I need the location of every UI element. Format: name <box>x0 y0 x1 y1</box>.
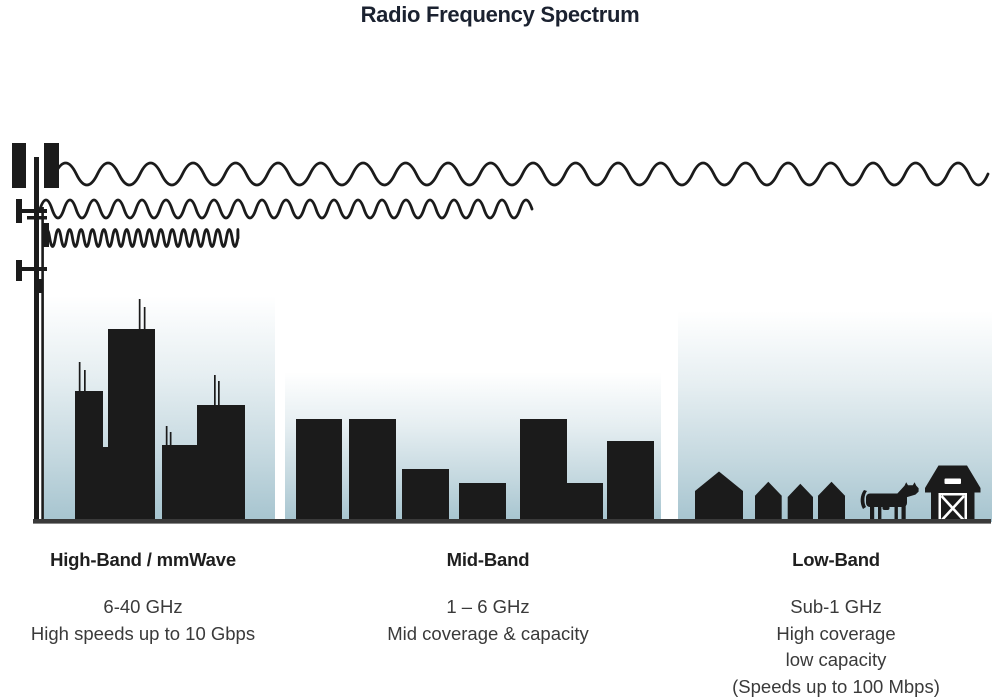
high-frequency-wave-icon <box>42 228 240 248</box>
mid-band-label: Mid-Band 1 – 6 GHz Mid coverage & capaci… <box>348 549 628 647</box>
cell-tower-icon <box>12 143 59 522</box>
barn-icon <box>925 465 981 522</box>
page-title: Radio Frequency Spectrum <box>360 2 640 27</box>
city-skyline-icon <box>75 299 245 522</box>
cow-icon <box>860 482 919 521</box>
high-band-description: High speeds up to 10 Gbps <box>30 622 256 644</box>
radio-waves <box>38 161 990 248</box>
low-band-label: Low-Band Sub-1 GHz High coverage low cap… <box>696 549 976 700</box>
low-band-speed: (Speeds up to 100 Mbps) <box>732 675 940 697</box>
low-frequency-wave-icon <box>53 161 990 187</box>
mid-band-description: Mid coverage & capacity <box>387 622 589 644</box>
high-band-heading: High-Band / mmWave <box>50 549 236 570</box>
low-band-frequency: Sub-1 GHz <box>790 596 882 617</box>
low-band-heading: Low-Band <box>792 549 880 570</box>
houses-icon <box>695 471 845 522</box>
ground-line <box>33 519 991 524</box>
mid-band-heading: Mid-Band <box>446 549 530 570</box>
mid-band-frequency: 1 – 6 GHz <box>446 596 530 617</box>
mid-frequency-wave-icon <box>38 198 534 220</box>
high-band-frequency: 6-40 GHz <box>103 596 183 617</box>
high-band-label: High-Band / mmWave 6-40 GHz High speeds … <box>2 549 284 647</box>
low-band-capacity: low capacity <box>785 649 887 670</box>
mid-rise-buildings-icon <box>296 419 654 522</box>
low-band-coverage: High coverage <box>776 622 896 644</box>
